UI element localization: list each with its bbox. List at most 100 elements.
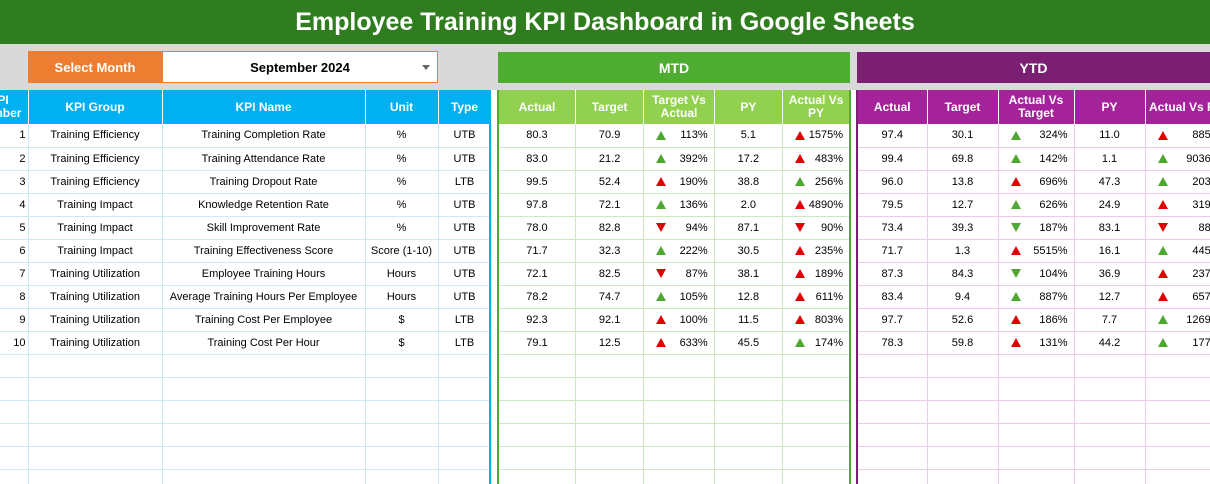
ytd-actual-vs-py-cell-value: 445% bbox=[1192, 244, 1210, 257]
empty-cell bbox=[365, 354, 439, 378]
ytd-py-cell: 12.7 bbox=[1074, 285, 1146, 309]
empty-cell bbox=[575, 469, 645, 484]
empty-cell bbox=[575, 377, 645, 401]
up-arrow-icon bbox=[1157, 338, 1168, 347]
kpi-group-cell: Training Efficiency bbox=[28, 170, 163, 194]
kpi-name-cell: Skill Improvement Rate bbox=[162, 216, 366, 240]
ytd-actual-vs-target-cell: 696% bbox=[998, 170, 1075, 194]
kpi-group-cell: Training Utilization bbox=[28, 285, 163, 309]
ytd-actual-vs-target-cell: 187% bbox=[998, 216, 1075, 240]
ytd-py-cell: 83.1 bbox=[1074, 216, 1146, 240]
table-row: 1 Training Efficiency Training Completion … bbox=[0, 124, 492, 148]
empty-cell bbox=[28, 423, 163, 447]
empty-cell bbox=[927, 469, 999, 484]
mtd-actual-cell: 72.1 bbox=[498, 262, 576, 286]
empty-cell bbox=[782, 423, 851, 447]
mtd-target-vs-actual-cell-value: 222% bbox=[679, 244, 708, 257]
mtd-py-cell: 30.5 bbox=[714, 239, 784, 263]
empty-cell bbox=[857, 377, 928, 401]
table-row: 73.439.3 187% 83.1 88% bbox=[857, 216, 1210, 240]
empty-cell bbox=[438, 423, 492, 447]
empty-cell bbox=[714, 354, 784, 378]
unit-cell: $ bbox=[365, 308, 439, 332]
table-row: 5 Training Impact Skill Improvement Rate% U… bbox=[0, 216, 492, 240]
mtd-py-cell: 5.1 bbox=[714, 124, 784, 148]
ytd-target-cell: 84.3 bbox=[927, 262, 999, 286]
type-cell: UTB bbox=[438, 147, 492, 171]
table-row: 72.1 82.5 87% 38.1 189% bbox=[498, 262, 851, 286]
mtd-target-cell: 32.3 bbox=[575, 239, 645, 263]
ytd-target-cell: 52.6 bbox=[927, 308, 999, 332]
kpi-table-border bbox=[489, 90, 491, 484]
chevron-down-icon[interactable] bbox=[422, 65, 430, 70]
table-row: 4 Training Impact Knowledge Retention Rate… bbox=[0, 193, 492, 217]
header-type: Type bbox=[438, 90, 492, 124]
ytd-actual-vs-target-cell: 186% bbox=[998, 308, 1075, 332]
type-cell: LTB bbox=[438, 331, 492, 355]
down-arrow-icon bbox=[656, 223, 667, 232]
empty-cell bbox=[438, 354, 492, 378]
empty-cell bbox=[162, 354, 366, 378]
ytd-actual-vs-target-cell: 131% bbox=[998, 331, 1075, 355]
unit-cell: % bbox=[365, 216, 439, 240]
up-arrow-icon bbox=[795, 315, 806, 324]
table-row: 83.0 21.2 392% 17.2 483% bbox=[498, 147, 851, 171]
type-cell: UTB bbox=[438, 239, 492, 263]
empty-cell bbox=[714, 400, 784, 424]
mtd-target-cell: 74.7 bbox=[575, 285, 645, 309]
mtd-actual-cell: 78.2 bbox=[498, 285, 576, 309]
mtd-target-vs-actual-cell: 100% bbox=[643, 308, 715, 332]
empty-cell bbox=[365, 469, 439, 484]
kpi-group-cell: Training Utilization bbox=[28, 331, 163, 355]
mtd-target-vs-actual-cell: 190% bbox=[643, 170, 715, 194]
up-arrow-icon bbox=[656, 246, 667, 255]
empty-cell bbox=[575, 400, 645, 424]
kpi-name-cell: Average Training Hours Per Employee bbox=[162, 285, 366, 309]
mtd-actual-vs-py-cell-value: 90% bbox=[820, 221, 843, 234]
table-row: 71.7 32.3 222% 30.5 235% bbox=[498, 239, 851, 263]
ytd-actual-vs-target-cell-value: 142% bbox=[1039, 152, 1068, 165]
kpi-name-cell: Training Completion Rate bbox=[162, 124, 366, 148]
up-arrow-icon bbox=[795, 338, 806, 347]
ytd-target-cell: 1.3 bbox=[927, 239, 999, 263]
table-row: 71.71.3 5515% 16.1 445% bbox=[857, 239, 1210, 263]
up-arrow-icon bbox=[1157, 130, 1168, 140]
empty-cell bbox=[498, 354, 576, 378]
up-arrow-icon bbox=[1157, 315, 1168, 324]
ytd-py-cell: 47.3 bbox=[1074, 170, 1146, 194]
month-dropdown[interactable]: September 2024 bbox=[162, 51, 438, 83]
kpi-name-cell: Training Effectiveness Score bbox=[162, 239, 366, 263]
empty-row bbox=[0, 469, 492, 484]
kpi-number-cell: 1 bbox=[0, 124, 29, 148]
mtd-actual-vs-py-cell-value: 235% bbox=[814, 244, 843, 257]
mtd-actual-vs-py-cell-value: 174% bbox=[814, 336, 843, 349]
ytd-actual-vs-py-cell: 1269% bbox=[1145, 308, 1210, 332]
table-row: 6 Training Impact Training Effectiveness S… bbox=[0, 239, 492, 263]
table-row: 79.512.7 626% 24.9 319% bbox=[857, 193, 1210, 217]
mtd-target-vs-actual-cell: 87% bbox=[643, 262, 715, 286]
empty-cell bbox=[857, 354, 928, 378]
mtd-section-header: MTD bbox=[498, 52, 850, 83]
type-cell: UTB bbox=[438, 216, 492, 240]
empty-cell bbox=[927, 400, 999, 424]
empty-cell bbox=[1145, 423, 1210, 447]
up-arrow-icon bbox=[795, 246, 806, 255]
empty-cell bbox=[28, 446, 163, 470]
ytd-actual-vs-py-cell: 657% bbox=[1145, 285, 1210, 309]
ytd-table: Actual Target Actual Vs Target PY Actual… bbox=[856, 90, 1210, 484]
mtd-actual-vs-py-cell: 90% bbox=[782, 216, 851, 240]
mtd-actual-vs-py-cell: 4890% bbox=[782, 193, 851, 217]
empty-row bbox=[0, 446, 492, 470]
empty-cell bbox=[1074, 446, 1146, 470]
empty-cell bbox=[438, 446, 492, 470]
kpi-group-cell: Training Utilization bbox=[28, 308, 163, 332]
empty-cell bbox=[1145, 354, 1210, 378]
empty-cell bbox=[998, 377, 1075, 401]
ytd-py-cell: 7.7 bbox=[1074, 308, 1146, 332]
up-arrow-icon bbox=[1010, 200, 1021, 209]
mtd-actual-cell: 97.8 bbox=[498, 193, 576, 217]
select-month-label: Select Month bbox=[28, 51, 162, 83]
mtd-target-vs-actual-cell-value: 190% bbox=[679, 175, 708, 188]
empty-cell bbox=[782, 377, 851, 401]
header-ytd-target: Target bbox=[927, 90, 999, 124]
